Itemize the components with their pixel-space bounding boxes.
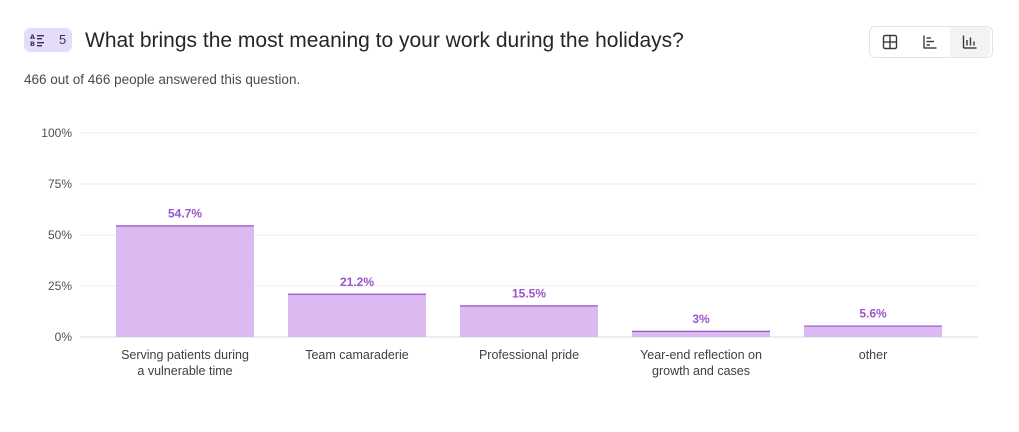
bar bbox=[288, 293, 426, 337]
y-tick-label: 50% bbox=[48, 228, 72, 242]
x-tick-label: a vulnerable time bbox=[137, 364, 232, 378]
question-title: What brings the most meaning to your wor… bbox=[85, 29, 684, 52]
data-label: 5.6% bbox=[859, 307, 887, 321]
x-tick-label: Team camaraderie bbox=[305, 348, 409, 362]
horizontal-bar-view-button[interactable] bbox=[910, 27, 950, 57]
data-label: 3% bbox=[692, 312, 710, 326]
data-label: 21.2% bbox=[340, 275, 374, 289]
view-toggle-group bbox=[869, 26, 993, 58]
y-tick-label: 25% bbox=[48, 279, 72, 293]
svg-text:B: B bbox=[30, 40, 35, 47]
bar bbox=[632, 330, 770, 337]
answered-count: 466 out of 466 people answered this ques… bbox=[24, 72, 301, 87]
bar bbox=[804, 325, 942, 337]
vertical-bar-chart-icon bbox=[962, 35, 977, 49]
y-tick-label: 100% bbox=[41, 126, 72, 140]
y-tick-label: 0% bbox=[55, 330, 73, 344]
horizontal-bar-chart-icon bbox=[923, 35, 937, 49]
vertical-bar-view-button[interactable] bbox=[950, 27, 990, 57]
y-tick-label: 75% bbox=[48, 177, 72, 191]
question-number: 5 bbox=[59, 32, 67, 47]
data-label: 54.7% bbox=[168, 206, 202, 220]
table-view-button[interactable] bbox=[870, 27, 910, 57]
bar bbox=[460, 305, 598, 337]
x-tick-label: Serving patients during bbox=[121, 348, 249, 362]
list-icon: A B bbox=[30, 33, 44, 47]
grid-icon bbox=[882, 34, 898, 50]
x-tick-label: Year-end reflection on bbox=[640, 348, 762, 362]
x-tick-label: other bbox=[859, 348, 888, 362]
x-tick-label: Professional pride bbox=[479, 348, 579, 362]
bar bbox=[116, 225, 254, 337]
svg-text:A: A bbox=[30, 33, 35, 41]
x-tick-label: growth and cases bbox=[652, 364, 750, 378]
data-label: 15.5% bbox=[512, 286, 546, 300]
question-number-badge: A B 5 bbox=[24, 28, 72, 52]
